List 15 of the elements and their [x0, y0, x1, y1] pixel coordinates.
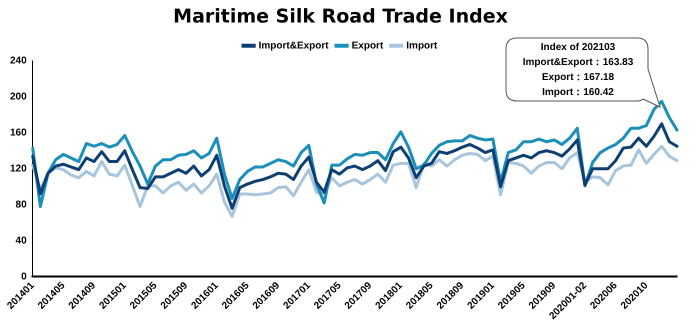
- y-tick-label: 80: [16, 199, 28, 210]
- text: Index of 202103: [540, 41, 616, 55]
- y-tick-label: 120: [10, 164, 28, 174]
- y-tick-label: 240: [10, 56, 28, 67]
- legend-label: Import&Export: [258, 40, 330, 52]
- chart-title: Maritime Silk Road Trade Index: [173, 5, 508, 28]
- y-tick-label: 40: [16, 235, 28, 246]
- legend-label: Export: [352, 40, 384, 52]
- y-tick-label: 160: [10, 128, 28, 139]
- y-tick-label: 200: [10, 92, 28, 103]
- legend-label: Import: [406, 40, 438, 52]
- annotation: Export：167.18: [540, 71, 616, 85]
- annotation: Import：160.42: [541, 86, 615, 100]
- annotation: Import&Export：163.83: [522, 56, 634, 70]
- y-tick-label: 0: [21, 271, 28, 282]
